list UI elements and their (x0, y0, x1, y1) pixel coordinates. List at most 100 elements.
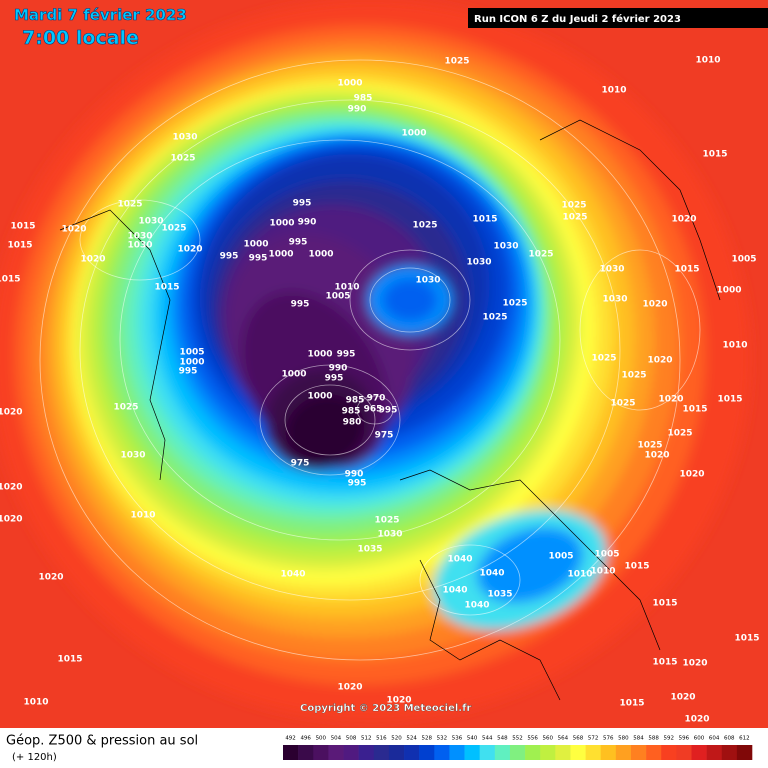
legend-tick-label: 580 (618, 736, 629, 742)
isobar-label: 1030 (127, 232, 152, 242)
isobar-label: 975 (375, 431, 394, 441)
isobar-label: 1015 (472, 215, 497, 225)
isobar-label: 995 (325, 374, 344, 384)
isobar-label: 995 (289, 238, 308, 248)
legend-tick-label: 576 (603, 736, 614, 742)
isobar-label: 1010 (23, 698, 48, 708)
isobars (39, 59, 701, 661)
isobar-label: 995 (179, 367, 198, 377)
isobar-label: 1025 (610, 399, 635, 409)
isobar-label: 1000 (401, 129, 426, 139)
legend-swatch (298, 745, 314, 760)
legend-swatch (661, 745, 677, 760)
isobar-label: 995 (291, 300, 310, 310)
geopotential-field (0, 0, 768, 728)
isobar-label: 1015 (652, 658, 677, 668)
isobar-label: 1000 (307, 350, 332, 360)
isobar-label: 1015 (652, 599, 677, 609)
isobar-label: 990 (348, 105, 367, 115)
isobar-label: 1020 (177, 245, 202, 255)
isobar-label: 1010 (567, 570, 592, 580)
isobar-label: 1015 (0, 275, 21, 285)
legend-swatch (419, 745, 435, 760)
legend-tick-label: 556 (527, 736, 538, 742)
legend-swatch (525, 745, 541, 760)
isobar-label: 1005 (325, 292, 350, 302)
isobar-label: 990 (329, 364, 348, 374)
legend-tick-label: 588 (648, 736, 659, 742)
isobar-label: 1010 (334, 283, 359, 293)
isobar-label: 1000 (268, 250, 293, 260)
isobar-label: 1015 (154, 283, 179, 293)
legend-swatch (464, 745, 480, 760)
isobar-label: 1015 (57, 655, 82, 665)
isobar-label: 1025 (412, 221, 437, 231)
coastline (419, 559, 561, 701)
isobar-label: 995 (379, 406, 398, 416)
coastline (539, 119, 721, 301)
isobar (356, 395, 394, 425)
isobar (79, 99, 621, 601)
legend-swatch (313, 745, 329, 760)
isobar-label: 1020 (658, 395, 683, 405)
isobar-label: 1015 (674, 265, 699, 275)
legend-swatch (388, 745, 405, 760)
isobar-label: 1020 (0, 515, 23, 525)
isobar-label: 1020 (679, 470, 704, 480)
isobar-label: 980 (343, 418, 362, 428)
coastline (59, 209, 171, 481)
isobar-label: 1030 (120, 451, 145, 461)
isobar-label: 1010 (695, 56, 720, 66)
isobar (79, 199, 201, 281)
legend-tick-label: 612 (739, 736, 750, 742)
isobar-label: 1000 (243, 240, 268, 250)
legend-swatch (691, 745, 707, 760)
legend-tick-label: 524 (406, 736, 417, 742)
isobar-label: 1025 (482, 313, 507, 323)
isobar-label: 1000 (716, 286, 741, 296)
isobar-label: 1040 (447, 555, 472, 565)
isobar-label: 1010 (722, 341, 747, 351)
legend-swatch (509, 745, 526, 760)
legend-swatch (494, 745, 511, 760)
isobar-label: 1025 (562, 213, 587, 223)
isobar-label: 1030 (138, 217, 163, 227)
isobar-label: 1020 (38, 573, 63, 583)
isobar-label: 990 (298, 218, 317, 228)
isobar-label: 1020 (682, 659, 707, 669)
isobar-label: 1035 (487, 590, 512, 600)
footer-title: Géop. Z500 & pression au sol (6, 734, 198, 749)
isobar-label: 1020 (642, 300, 667, 310)
isobar-label: 1025 (502, 299, 527, 309)
isobar-label: 1025 (528, 250, 553, 260)
field-layer (285, 394, 365, 466)
isobar-label: 1040 (442, 586, 467, 596)
isobar-label: 1030 (493, 242, 518, 252)
field-layers (0, 0, 750, 720)
isobar-label: 1005 (179, 348, 204, 358)
isobar (579, 249, 701, 411)
isobar-label: 1015 (734, 634, 759, 644)
legend-tick-label: 536 (452, 736, 463, 742)
legend-swatch (721, 745, 738, 760)
isobar-label: 1040 (464, 601, 489, 611)
legend-swatch (706, 745, 723, 760)
legend-tick-label: 596 (679, 736, 690, 742)
isobar-label: 1020 (337, 683, 362, 693)
legend-swatch (615, 745, 632, 760)
isobar-label: 1025 (637, 441, 662, 451)
isobar-label: 1030 (602, 295, 627, 305)
isobar (39, 59, 681, 661)
legend-tick-label: 604 (709, 736, 720, 742)
legend-tick-label: 552 (512, 736, 523, 742)
legend-tick-label: 592 (664, 736, 675, 742)
legend-tick-label: 520 (391, 736, 402, 742)
isobar-label: 1025 (170, 154, 195, 164)
run-info: Run ICON 6 Z du Jeudi 2 février 2023 (474, 13, 681, 25)
isobar-label: 1025 (444, 57, 469, 67)
legend-tick-label: 572 (588, 736, 599, 742)
legend-swatch (570, 745, 586, 760)
isobar-label: 1000 (269, 219, 294, 229)
legend-swatch (343, 745, 359, 760)
